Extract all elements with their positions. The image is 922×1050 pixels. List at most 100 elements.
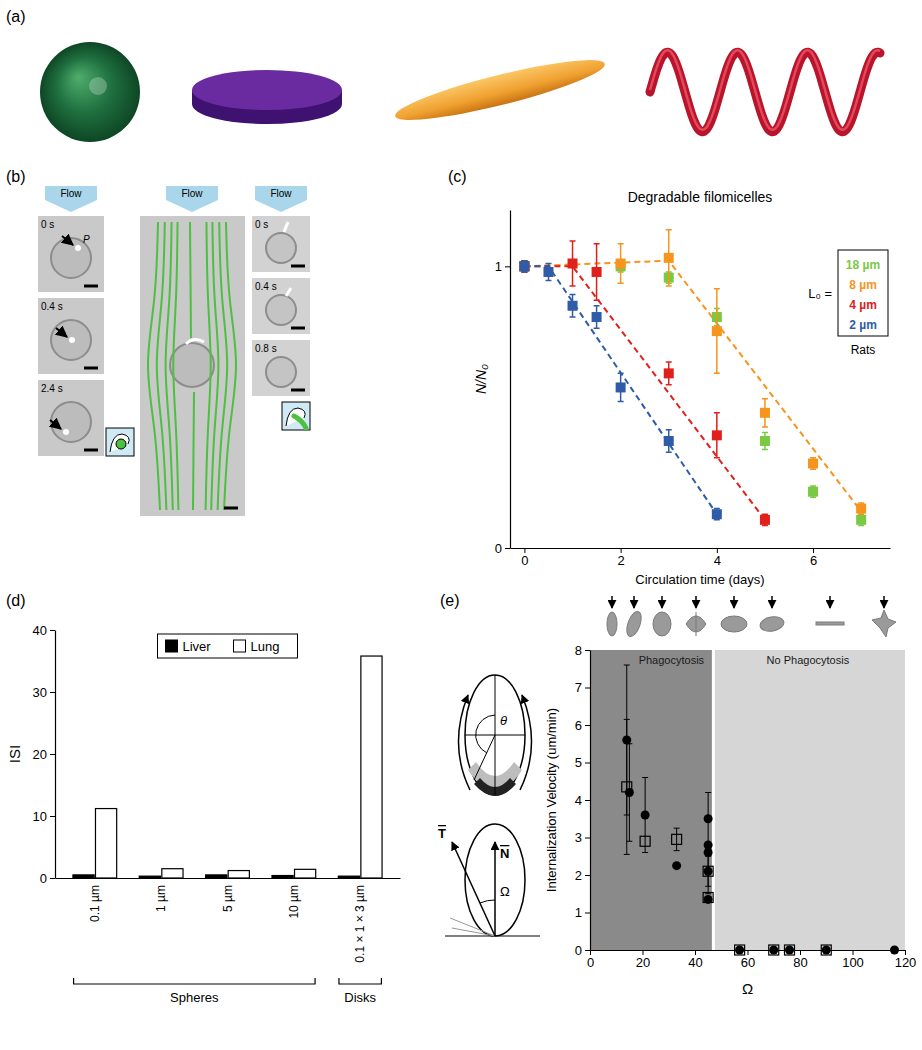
axis-line [56,878,401,879]
tick-label: 0 [40,871,47,886]
inset-cartoon [106,428,134,456]
shape-icon [686,612,706,636]
axis-line [510,211,511,549]
icon-arrow [733,596,735,608]
tick-label: 60 [741,955,755,970]
error-bar [674,828,680,851]
tick: 4 [575,793,590,808]
region-label: Phagocytosis [639,654,705,666]
axis: 020406080100120 [587,950,916,970]
flow-shape [45,186,97,212]
panel-a [40,42,880,142]
marker [856,515,866,525]
panel-b: Flow0 sP0.4 s2.4 sFlowFlow0 s0.4 s0.8 s [38,186,310,516]
pointer-arrow [56,328,67,337]
tick-mark [50,816,55,817]
tick-label: 0 [495,541,502,556]
marker [568,259,578,269]
legend-entry: Liver [183,639,212,654]
tangent-label: T [438,826,446,841]
marker [760,515,770,525]
tick-label: 1 µm [154,885,168,912]
flow-arrow: Flow [255,186,307,212]
tick: 6 [575,718,590,733]
plot-area [73,656,382,878]
wrap-arrow [458,695,470,790]
cell [51,320,91,360]
tick: 1 µm [154,878,168,912]
tick: 7 [575,680,590,695]
panel-c: Degradable filomicelles010246N/N₀Circula… [473,189,891,587]
normal-arrow [494,842,496,936]
tick-label: 2 [618,553,625,568]
region-boundary [712,650,715,950]
icon-arrow [883,596,885,608]
tick-mark [585,688,590,689]
flow-arrow: Flow [166,186,218,212]
rod [392,49,609,130]
tick: 4 [714,548,721,568]
tick-mark [585,950,590,951]
tick-label: 5 [575,755,582,770]
tick: 1 [495,259,510,274]
region [590,650,713,950]
panel-label: (c) [448,168,467,185]
icon-arrow [661,596,663,608]
marker [712,430,722,440]
tick-label: 2 [575,868,582,883]
tick: 10 [33,809,55,824]
tick: 10 µm [287,878,301,919]
marker [672,834,682,844]
tick-label: 0.1 µm [88,885,102,922]
bar [139,876,160,878]
marker [672,861,681,870]
plot-area [590,650,905,955]
marker [519,261,529,271]
cell [51,402,91,442]
legend-swatch [234,640,246,652]
bar [338,876,359,878]
legend-entry: 4 µm [849,298,877,312]
shape-icon [624,610,644,639]
time-label: 0 s [255,219,268,230]
panel-label: (a) [6,8,26,25]
axis: 010203040 [33,623,56,886]
tick-mark [585,725,590,726]
fit-line [524,261,861,512]
panel-e: 012345678020406080100120Internalization … [438,596,916,997]
marker [704,814,713,823]
marker [664,368,674,378]
tick-label: 0 [575,943,582,958]
angle-arc [476,715,495,753]
tick-mark [585,763,590,764]
tick-label: 1 [575,905,582,920]
bar [73,875,94,878]
shape-icon [872,610,896,637]
tick-mark [50,754,55,755]
bar [272,876,293,878]
group-bracket [339,978,381,984]
tick: 0.1 × 1 × 3 µm [353,878,367,963]
scale-bar [84,285,98,288]
marker [622,782,632,792]
chart-title: Degradable filomicelles [628,189,773,205]
tick-label: 0.1 × 1 × 3 µm [353,885,367,963]
bar [162,869,183,878]
tangent-arrow [452,842,495,936]
marker [808,459,818,469]
flow-arrow: Flow [45,186,97,212]
rod-body [392,49,609,130]
marker [519,261,529,271]
tick-label: 4 [575,793,582,808]
shape-icon [816,622,844,625]
particle [286,288,291,296]
tick: 0 [40,871,55,886]
tick: 80 [793,950,807,970]
tick: 120 [895,950,917,970]
tick-label: 80 [793,955,807,970]
marker [712,326,722,336]
sphere-highlight [89,77,107,95]
shape-icon [721,616,747,632]
bar [95,809,116,878]
marker [519,261,529,271]
